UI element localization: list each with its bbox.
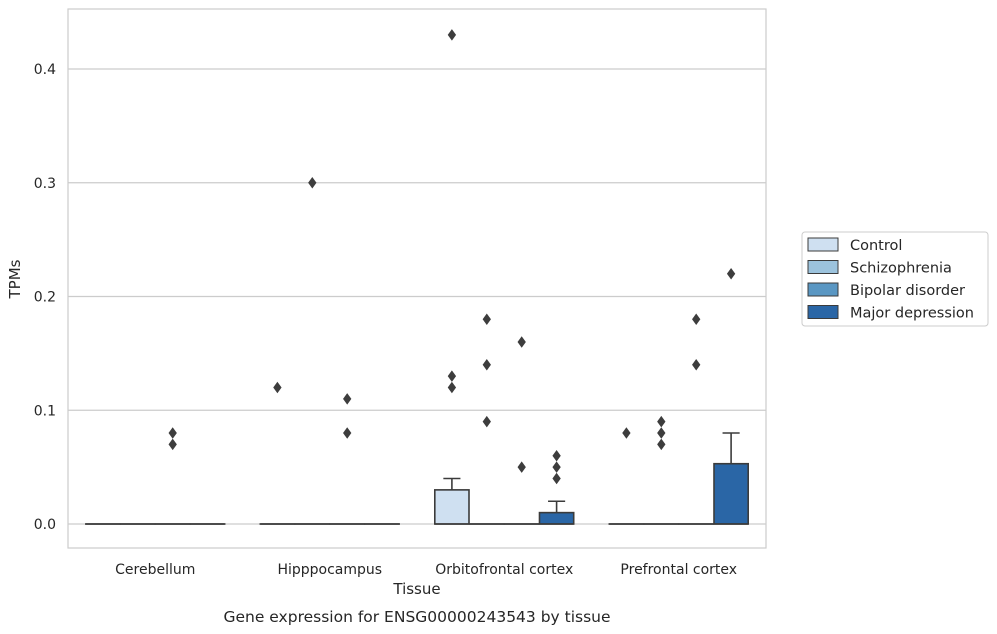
box	[538, 511, 575, 525]
outlier-point	[657, 415, 666, 428]
x-tick-label: Prefrontal cortex	[620, 562, 737, 578]
plot-frame	[67, 8, 767, 549]
outlier-point	[482, 359, 491, 371]
y-tick-label: 0.4	[34, 62, 56, 78]
y-tick-label: 0.3	[34, 176, 56, 192]
x-tick-label: Hipppocampus	[277, 562, 382, 578]
legend-label: Schizophrenia	[850, 261, 952, 277]
outlier-point	[657, 427, 666, 439]
outlier-point	[343, 427, 352, 439]
outlier-point	[482, 313, 491, 325]
outlier-point	[657, 438, 666, 451]
outlier-point	[692, 313, 701, 325]
legend-label: Control	[850, 238, 902, 254]
legend: Control Schizophrenia Bipolar disorder Majo…	[801, 231, 989, 327]
legend-label: Major depression	[850, 306, 974, 322]
outlier-point	[168, 427, 177, 439]
outlier-point	[552, 461, 561, 473]
figure-caption: Gene expression for ENSG00000243543 by t…	[223, 608, 610, 626]
plot-marks	[84, 29, 750, 525]
outlier-point	[343, 393, 352, 405]
y-tick-label: 0.2	[34, 290, 56, 306]
x-tick-label: Orbitofrontal cortex	[435, 562, 573, 578]
x-axis-label: Tissue	[392, 580, 440, 598]
grid-lines	[68, 68, 766, 525]
outlier-point	[552, 472, 561, 485]
outlier-point	[482, 415, 491, 428]
outlier-point	[622, 427, 631, 439]
x-tick-label: Cerebellum	[115, 562, 195, 578]
outlier-point	[273, 381, 282, 394]
legend-frame	[801, 231, 989, 327]
legend-label: Bipolar disorder	[850, 283, 965, 299]
outlier-point	[447, 381, 457, 394]
box	[433, 489, 470, 525]
box	[713, 462, 750, 525]
outlier-point	[447, 29, 457, 41]
outlier-point	[552, 450, 561, 462]
y-tick-label: 0.1	[34, 403, 56, 419]
legend-swatch	[807, 260, 839, 274]
y-tick-label: 0.0	[34, 517, 56, 533]
legend-swatch	[807, 282, 839, 297]
outlier-point	[308, 177, 317, 189]
legend-swatch	[807, 237, 839, 252]
outlier-point	[517, 461, 526, 473]
y-axis-ticks: 0.0 0.1 0.2 0.3 0.4	[34, 62, 56, 533]
y-axis-label: TPMs	[6, 259, 24, 299]
outlier-point	[726, 268, 736, 280]
outlier-point	[517, 336, 526, 348]
x-axis-ticks: Cerebellum Hipppocampus Orbitofrontal cort…	[115, 562, 737, 578]
outlier-point	[692, 359, 701, 371]
outlier-point	[168, 438, 177, 451]
legend-swatch	[807, 305, 839, 319]
outlier-point	[447, 370, 457, 382]
